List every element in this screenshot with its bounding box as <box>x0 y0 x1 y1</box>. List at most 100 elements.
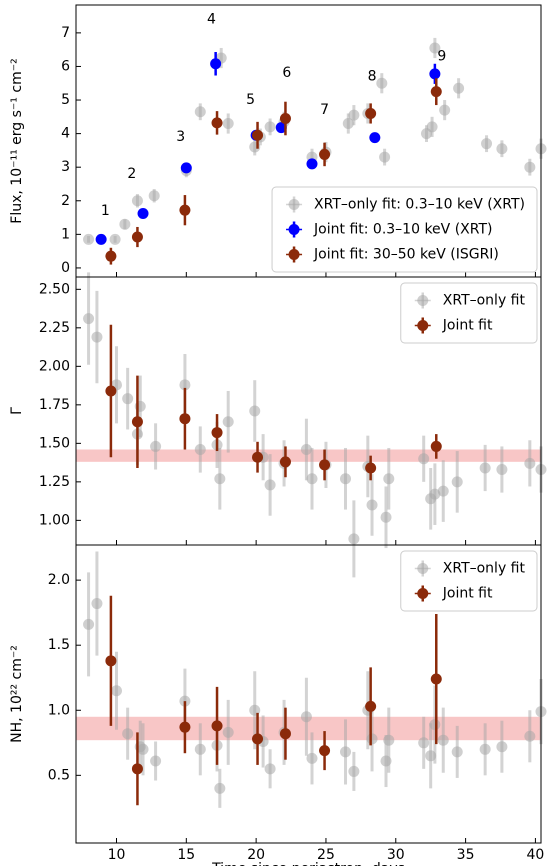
marker <box>437 485 449 497</box>
marker <box>179 413 191 425</box>
marker <box>439 104 451 116</box>
marker <box>366 499 378 511</box>
marker <box>211 117 223 129</box>
marker <box>319 745 331 757</box>
y-tick-label: 4 <box>61 126 70 142</box>
y-tick-label: 1.25 <box>39 474 70 490</box>
marker <box>479 743 491 755</box>
marker <box>275 122 287 134</box>
legend-label: Joint fit <box>442 318 493 334</box>
y-tick-label: 1.50 <box>39 435 70 451</box>
x-tick-label: 25 <box>317 847 335 863</box>
marker <box>279 456 291 468</box>
marker <box>194 743 206 755</box>
marker <box>264 121 276 133</box>
marker <box>179 379 191 391</box>
legend-swatch <box>288 224 300 235</box>
annotation: 8 <box>368 69 377 85</box>
marker <box>348 765 360 777</box>
marker <box>222 726 234 738</box>
y-tick-label: 2.25 <box>39 320 70 336</box>
marker <box>319 459 331 471</box>
marker <box>131 195 143 207</box>
marker <box>383 734 395 746</box>
marker <box>179 721 191 733</box>
y-axis-label: NH, 10²² cm⁻² <box>9 645 25 743</box>
marker <box>429 719 441 731</box>
y-tick-label: 2.00 <box>39 358 70 374</box>
marker <box>481 138 493 150</box>
marker <box>342 118 354 130</box>
marker <box>214 782 226 794</box>
legend: XRT–only fit: 0.3–10 keV (XRT) Joint fit:… <box>271 186 538 273</box>
x-tick-label: 15 <box>177 847 195 863</box>
marker <box>180 162 192 174</box>
marker <box>95 233 107 245</box>
marker <box>131 416 143 428</box>
marker <box>524 161 536 173</box>
annotation: 3 <box>176 129 185 145</box>
marker <box>306 473 318 485</box>
marker <box>430 440 442 452</box>
y-tick-label: 1.75 <box>39 397 70 413</box>
y-tick-label: 2.0 <box>48 572 70 588</box>
legend-swatch <box>288 249 300 260</box>
marker <box>222 118 234 130</box>
marker <box>252 451 264 463</box>
marker <box>306 158 318 170</box>
marker <box>194 444 206 456</box>
y-tick-label: 1.5 <box>48 637 70 653</box>
x-tick-label: 20 <box>247 847 265 863</box>
marker <box>252 129 264 141</box>
annotation: 1 <box>101 203 110 219</box>
legend: XRT–only fit Joint fit <box>400 550 538 612</box>
marker <box>105 655 117 667</box>
y-tick-label: 5 <box>61 92 70 108</box>
marker <box>348 533 360 545</box>
marker <box>252 733 264 745</box>
marker <box>369 132 381 144</box>
marker <box>194 106 206 118</box>
marker <box>211 720 223 732</box>
y-tick-label: 6 <box>61 58 70 74</box>
marker <box>264 763 276 775</box>
x-tick-label: 40 <box>527 847 545 863</box>
marker <box>430 673 442 685</box>
y-tick-label: 0 <box>61 260 70 276</box>
marker <box>249 405 261 417</box>
legend-label: XRT–only fit <box>443 561 526 577</box>
marker <box>148 190 160 202</box>
marker <box>91 331 103 343</box>
marker <box>150 440 162 452</box>
legend-label: Joint fit <box>442 586 493 602</box>
marker <box>83 313 95 325</box>
marker <box>430 86 442 98</box>
annotation: 2 <box>127 166 136 182</box>
marker <box>222 416 234 428</box>
marker <box>150 755 162 767</box>
marker <box>105 250 117 262</box>
marker <box>365 700 377 712</box>
marker <box>451 476 463 488</box>
plot-frame <box>75 544 542 844</box>
marker <box>264 479 276 491</box>
marker <box>91 598 103 610</box>
marker <box>306 752 318 764</box>
annotation: 7 <box>320 102 329 118</box>
y-tick-label: 2 <box>61 193 70 209</box>
legend-swatch <box>417 320 429 331</box>
marker <box>348 109 360 121</box>
y-axis-label: Flux, 10⁻¹¹ erg s⁻¹ cm⁻² <box>9 58 25 223</box>
marker <box>496 464 508 476</box>
marker <box>380 511 392 523</box>
legend-swatch <box>417 563 429 574</box>
legend: XRT–only fit Joint fit <box>400 282 538 344</box>
annotation: 4 <box>207 11 216 27</box>
marker <box>496 741 508 753</box>
marker <box>279 113 291 125</box>
legend-box <box>400 550 538 612</box>
legend-label: Joint fit: 30–50 keV (ISGRI) <box>313 247 499 263</box>
y-tick-label: 3 <box>61 159 70 175</box>
marker <box>453 82 465 94</box>
